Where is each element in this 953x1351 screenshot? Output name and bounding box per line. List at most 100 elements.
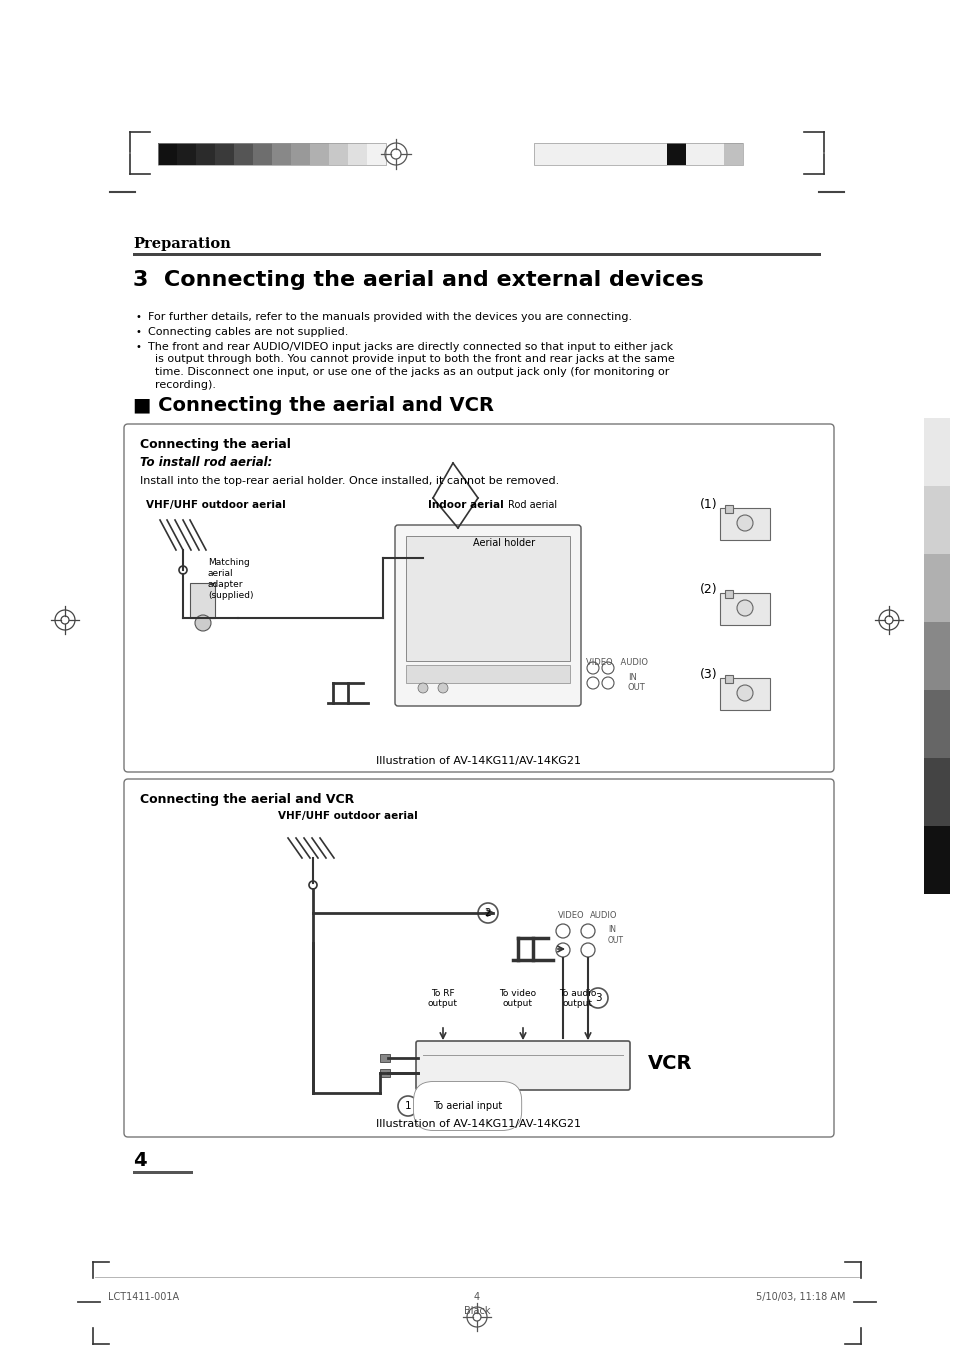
Text: •: • [136,327,142,336]
Bar [724,676,732,684]
Text: Rod aerial: Rod aerial [507,500,557,509]
Text: Illustration of AV-14KG11/AV-14KG21: Illustration of AV-14KG11/AV-14KG21 [376,1119,581,1129]
Bar [553,143,572,165]
Bar [923,486,949,554]
Bar [214,143,233,165]
Text: 3  Connecting the aerial and external devices: 3 Connecting the aerial and external dev… [132,270,703,290]
Bar [590,143,609,165]
Text: •: • [136,312,142,322]
Bar [572,143,590,165]
Bar [132,253,821,255]
Text: 3: 3 [594,993,600,1002]
Text: Preparation: Preparation [132,236,231,251]
Bar [177,143,195,165]
Bar [923,690,949,758]
Text: VHF/UHF outdoor aerial: VHF/UHF outdoor aerial [277,811,417,821]
Bar [406,536,569,661]
Bar [923,621,949,690]
Circle shape [194,615,211,631]
Text: Matching
aerial
adapter
(supplied): Matching aerial adapter (supplied) [208,558,253,600]
Bar [367,143,386,165]
Bar [379,1054,390,1062]
Bar [609,143,628,165]
Text: To install rod aerial:: To install rod aerial: [140,457,273,469]
Text: is output through both. You cannot provide input to both the front and rear jack: is output through both. You cannot provi… [148,354,674,365]
Text: VHF/UHF outdoor aerial: VHF/UHF outdoor aerial [146,500,286,509]
Text: VIDEO   AUDIO: VIDEO AUDIO [585,658,647,667]
Bar [329,143,348,165]
Text: IN: IN [607,925,616,934]
Text: •: • [136,342,142,353]
Text: Install into the top-rear aerial holder. Once installed, it cannot be removed.: Install into the top-rear aerial holder.… [140,476,558,486]
Bar [720,508,769,540]
Text: 2: 2 [484,908,491,917]
Text: recording).: recording). [148,380,215,389]
Text: 1: 1 [404,1101,411,1111]
Bar [720,593,769,626]
Bar [132,1171,193,1174]
Text: Black: Black [463,1306,490,1316]
Text: To audio
output: To audio output [558,989,596,1008]
Circle shape [737,685,752,701]
FancyBboxPatch shape [395,526,580,707]
Bar [534,143,742,165]
Text: 5/10/03, 11:18 AM: 5/10/03, 11:18 AM [756,1292,845,1302]
Text: For further details, refer to the manuals provided with the devices you are conn: For further details, refer to the manual… [148,312,632,322]
Text: (2): (2) [700,584,717,596]
Bar [291,143,310,165]
Text: The front and rear AUDIO/VIDEO input jacks are directly connected so that input : The front and rear AUDIO/VIDEO input jac… [148,342,673,353]
Bar [348,143,367,165]
Circle shape [437,684,448,693]
Bar [685,143,704,165]
Bar [723,143,742,165]
Text: 4: 4 [474,1292,479,1302]
Bar [233,143,253,165]
Bar [534,143,553,165]
Bar [724,590,732,598]
Text: Illustration of AV-14KG11/AV-14KG21: Illustration of AV-14KG11/AV-14KG21 [376,757,581,766]
Text: ■ Connecting the aerial and VCR: ■ Connecting the aerial and VCR [132,396,494,415]
Bar [923,758,949,825]
Circle shape [737,515,752,531]
Text: Connecting cables are not supplied.: Connecting cables are not supplied. [148,327,348,336]
Bar [379,1069,390,1077]
Text: time. Disconnect one input, or use one of the jacks as an output jack only (for : time. Disconnect one input, or use one o… [148,367,669,377]
Bar [253,143,272,165]
Text: IN: IN [627,673,637,682]
Text: Connecting the aerial and VCR: Connecting the aerial and VCR [140,793,354,807]
Circle shape [417,684,428,693]
Text: To video
output: To video output [499,989,536,1008]
Text: AUDIO: AUDIO [589,911,617,920]
Bar [628,143,647,165]
Text: VIDEO: VIDEO [558,911,584,920]
FancyBboxPatch shape [416,1042,629,1090]
Bar [272,143,291,165]
Bar [406,665,569,684]
Text: To RF
output: To RF output [428,989,457,1008]
Circle shape [737,600,752,616]
Text: VCR: VCR [647,1054,692,1073]
Text: (3): (3) [700,667,717,681]
Bar [310,143,329,165]
Text: (1): (1) [700,499,717,511]
Text: LCT1411-001A: LCT1411-001A [108,1292,179,1302]
Text: Aerial holder: Aerial holder [473,538,535,549]
Text: OUT: OUT [607,936,623,944]
Bar [724,505,732,513]
Bar [195,143,214,165]
Bar [647,143,666,165]
Bar [666,143,685,165]
Bar [720,678,769,711]
Text: Indoor aerial: Indoor aerial [428,500,503,509]
Text: To aerial input: To aerial input [433,1101,501,1111]
Bar [923,554,949,621]
Text: 4: 4 [132,1151,147,1170]
Bar [158,143,386,165]
Text: Connecting the aerial: Connecting the aerial [140,438,291,451]
Bar [923,350,949,417]
Text: OUT: OUT [627,684,645,692]
Bar [190,584,214,617]
Bar [704,143,723,165]
Bar [158,143,177,165]
Bar [923,417,949,486]
